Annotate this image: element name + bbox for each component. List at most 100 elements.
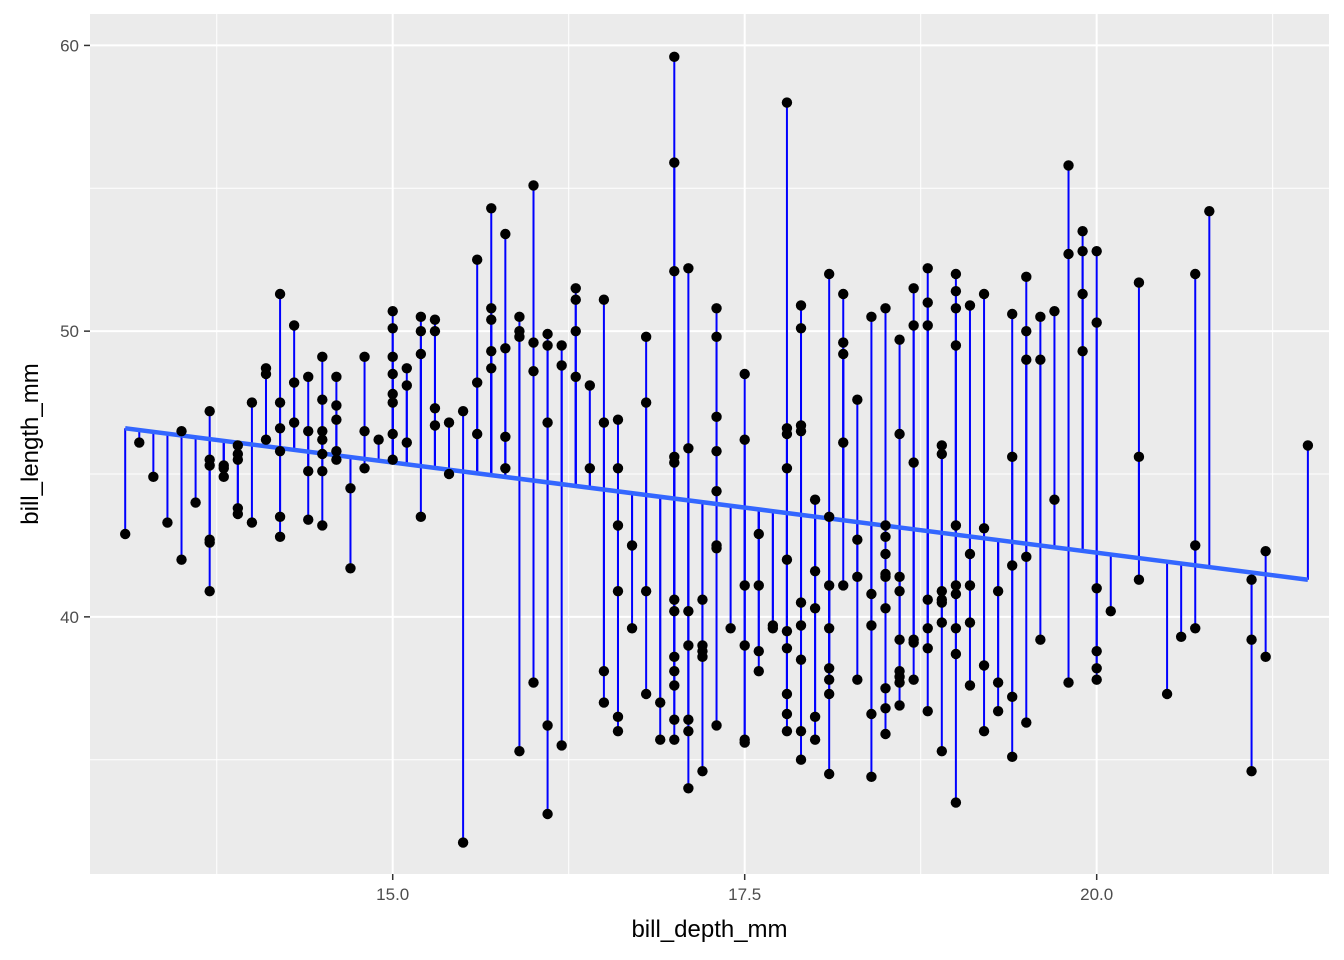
- data-point: [922, 320, 933, 331]
- data-point: [1260, 545, 1271, 557]
- data-point: [711, 485, 722, 497]
- data-point: [866, 708, 877, 720]
- data-point: [345, 483, 356, 494]
- data-point: [809, 494, 821, 505]
- data-point: [317, 394, 328, 405]
- data-point: [486, 314, 497, 325]
- data-point: [148, 471, 159, 483]
- data-point: [936, 745, 948, 757]
- data-point: [767, 623, 779, 634]
- data-point: [274, 531, 286, 543]
- data-point: [823, 663, 835, 674]
- data-point: [246, 397, 258, 408]
- data-point: [852, 674, 863, 685]
- data-point: [204, 460, 215, 471]
- data-point: [894, 700, 905, 711]
- data-point: [838, 337, 849, 348]
- data-point: [739, 640, 750, 651]
- data-point: [950, 340, 962, 351]
- data-point: [908, 674, 919, 685]
- data-point: [359, 351, 370, 363]
- data-point: [471, 428, 483, 440]
- data-point: [1049, 494, 1060, 505]
- data-point: [598, 697, 610, 708]
- data-point: [823, 768, 835, 780]
- data-point: [471, 254, 483, 265]
- data-point: [669, 680, 680, 691]
- data-point: [303, 514, 314, 525]
- data-point: [964, 300, 976, 311]
- data-point: [781, 428, 793, 440]
- data-point: [795, 725, 807, 737]
- data-point: [669, 734, 680, 745]
- data-point: [528, 677, 539, 688]
- data-point: [640, 331, 652, 343]
- data-point: [866, 311, 877, 323]
- data-point: [387, 323, 398, 334]
- data-point: [303, 425, 314, 437]
- data-point: [640, 585, 652, 597]
- data-point: [908, 320, 919, 331]
- data-point: [781, 643, 793, 654]
- data-point: [978, 523, 990, 534]
- data-point: [894, 634, 905, 645]
- data-point: [683, 640, 694, 651]
- data-point: [457, 405, 469, 417]
- data-point: [598, 665, 610, 677]
- x-axis-title: bill_depth_mm: [631, 916, 787, 943]
- data-point: [894, 677, 905, 688]
- data-point: [739, 580, 750, 591]
- data-point: [1007, 691, 1018, 703]
- data-point: [387, 368, 398, 380]
- data-point: [570, 371, 581, 383]
- data-point: [542, 808, 553, 820]
- data-point: [753, 645, 764, 657]
- data-point: [655, 734, 666, 745]
- data-point: [894, 334, 905, 345]
- data-point: [964, 548, 976, 560]
- data-point: [922, 705, 933, 717]
- data-point: [950, 520, 962, 531]
- data-point: [669, 665, 680, 677]
- data-point: [415, 325, 427, 337]
- data-point: [1302, 440, 1314, 451]
- data-point: [781, 97, 793, 108]
- data-point: [894, 571, 905, 583]
- data-point: [1190, 540, 1201, 551]
- data-point: [1204, 205, 1215, 217]
- data-point: [232, 440, 244, 451]
- data-point: [880, 303, 891, 314]
- data-point: [303, 465, 314, 477]
- data-point: [711, 331, 722, 343]
- data-point: [823, 688, 835, 700]
- data-point: [809, 734, 821, 745]
- data-point: [711, 411, 722, 423]
- data-point: [486, 363, 497, 374]
- data-point: [486, 345, 497, 357]
- data-point: [809, 565, 821, 577]
- data-point: [1021, 325, 1032, 337]
- data-point: [584, 463, 596, 474]
- data-point: [922, 594, 933, 605]
- data-point: [612, 414, 624, 425]
- data-point: [612, 725, 624, 737]
- data-point: [894, 428, 905, 440]
- data-point: [725, 623, 736, 634]
- data-point: [838, 437, 849, 448]
- data-point: [274, 511, 286, 523]
- data-point: [260, 434, 272, 445]
- data-point: [922, 623, 933, 634]
- data-point: [823, 268, 835, 280]
- data-point: [669, 651, 680, 663]
- data-point: [288, 417, 300, 428]
- data-point: [1133, 574, 1145, 585]
- data-point: [922, 643, 933, 654]
- data-point: [542, 720, 553, 731]
- data-point: [246, 517, 258, 528]
- data-point: [683, 714, 694, 725]
- data-point: [190, 497, 201, 508]
- data-point: [1007, 751, 1018, 763]
- data-point: [598, 294, 610, 305]
- data-point: [387, 351, 398, 363]
- data-point: [218, 463, 229, 474]
